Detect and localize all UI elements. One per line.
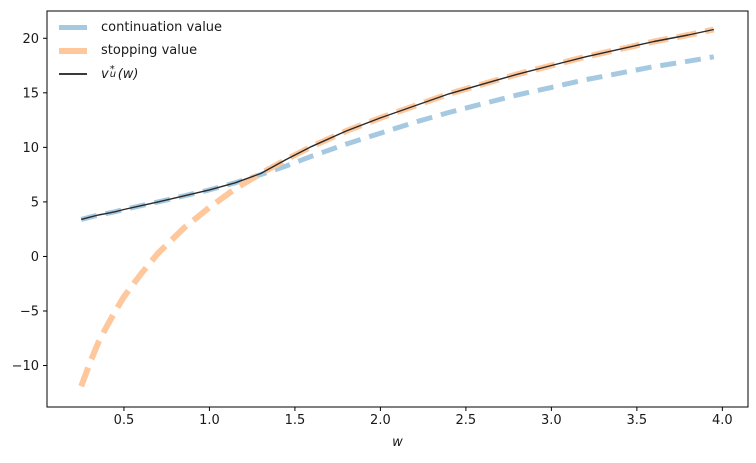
vstar-subscript: u [109,68,117,80]
y-tick-label: 0 [31,250,39,265]
legend-label-stopping: stopping value [101,43,198,58]
x-tick-label: 1.0 [199,413,220,428]
legend: continuation value stopping value v * u (w) [59,19,222,82]
x-tick-label: 3.5 [627,413,648,428]
y-tick-label: 5 [31,195,39,210]
x-tick-label: 2.0 [370,413,391,428]
legend-item-vstar: v * u (w) [59,64,222,83]
vstar-args: (w) [117,66,139,82]
y-tick-label: 10 [22,141,39,156]
axes-frame [46,10,749,408]
x-axis-label: w [392,435,403,450]
legend-item-stopping-value: stopping value [59,42,222,59]
series-line-vstar [81,28,714,221]
x-tick-label: 1.5 [285,413,306,428]
y-tick-label: −5 [20,305,39,320]
x-tick-label: 4.0 [712,413,733,428]
legend-label-continuation: continuation value [101,20,223,35]
vstar-script-stack: * u [109,64,118,82]
y-tick-label: 15 [22,86,39,101]
x-tick-label: 2.5 [456,413,477,428]
continuation-dash-swatch-icon [59,25,87,30]
x-tick-label: 3.0 [541,413,562,428]
legend-label-vstar: v * u (w) [101,64,139,83]
stopping-dash-swatch-icon [59,47,87,54]
vstar-line-swatch-icon [59,72,87,75]
vstar-var: v [101,66,109,82]
legend-item-continuation-value: continuation value [59,19,222,36]
y-tick-label: −10 [12,359,39,374]
vstar-superscript: * [109,63,115,75]
series-line-stopping [78,26,715,388]
y-tick-label: 20 [22,32,39,47]
x-tick-label: 0.5 [114,413,135,428]
